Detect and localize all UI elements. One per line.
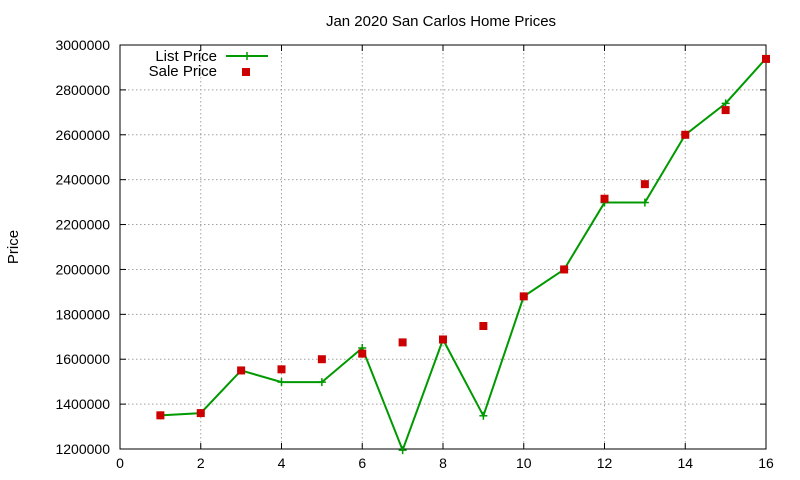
chart-title: Jan 2020 San Carlos Home Prices: [326, 13, 556, 30]
list-price-point: [317, 378, 326, 387]
x-tick-label: 4: [278, 455, 286, 471]
x-tick-label: 14: [677, 455, 693, 471]
y-tick-label: 1400000: [55, 396, 110, 412]
x-tick-label: 8: [439, 455, 447, 471]
sale-price-point: [479, 322, 488, 331]
sale-price-point: [519, 292, 528, 301]
list-price-line: [160, 57, 767, 453]
axis-layer: 0 2 4 6 8 10 12 14 16 1200000 1400000 1600000 180000…: [55, 37, 774, 471]
sale-price-point: [681, 130, 690, 139]
y-tick-label: 2600000: [55, 127, 110, 143]
y-tick-label: 2800000: [55, 82, 110, 98]
y-tick-label: 1200000: [55, 441, 110, 457]
x-tick-label: 6: [358, 455, 366, 471]
list-price-point: [277, 378, 286, 387]
series-layer: [156, 54, 770, 455]
sale-price-point: [277, 365, 286, 374]
y-tick-label: 1800000: [55, 306, 110, 322]
legend-label-list-price: List Price: [155, 48, 217, 65]
list-price-point: [640, 198, 649, 207]
sale-price-point: [439, 335, 447, 344]
x-tick-label: 12: [597, 455, 613, 471]
x-tick-label: 2: [197, 455, 205, 471]
list-price-point: [398, 446, 407, 455]
sale-price-point: [560, 265, 569, 274]
sale-price-point: [358, 349, 367, 358]
sale-price-point: [762, 54, 770, 63]
grid-layer: [120, 45, 766, 449]
sale-price-point: [640, 180, 649, 189]
sale-price-point: [317, 355, 326, 364]
sale-price-point: [237, 366, 246, 375]
sale-price-point: [600, 194, 609, 203]
sale-price-point: [398, 338, 407, 347]
y-tick-label: 3000000: [55, 37, 110, 53]
x-tick-label: 10: [516, 455, 532, 471]
sale-price-point: [156, 411, 165, 420]
sale-price-point: [196, 409, 205, 418]
sale-price-point: [721, 106, 730, 115]
list-price-point: [479, 411, 488, 420]
y-axis-label: Price: [5, 230, 22, 264]
x-tick-label: 16: [758, 455, 774, 471]
list-price-point: [721, 99, 730, 108]
y-tick-label: 2400000: [55, 172, 110, 188]
legend-label-sale-price: Sale Price: [149, 63, 217, 80]
y-tick-label: 2200000: [55, 217, 110, 233]
y-tick-label: 2000000: [55, 261, 110, 277]
legend-swatch-sale-price: [242, 68, 250, 76]
x-tick-label: 0: [116, 455, 124, 471]
y-tick-label: 1600000: [55, 351, 110, 367]
